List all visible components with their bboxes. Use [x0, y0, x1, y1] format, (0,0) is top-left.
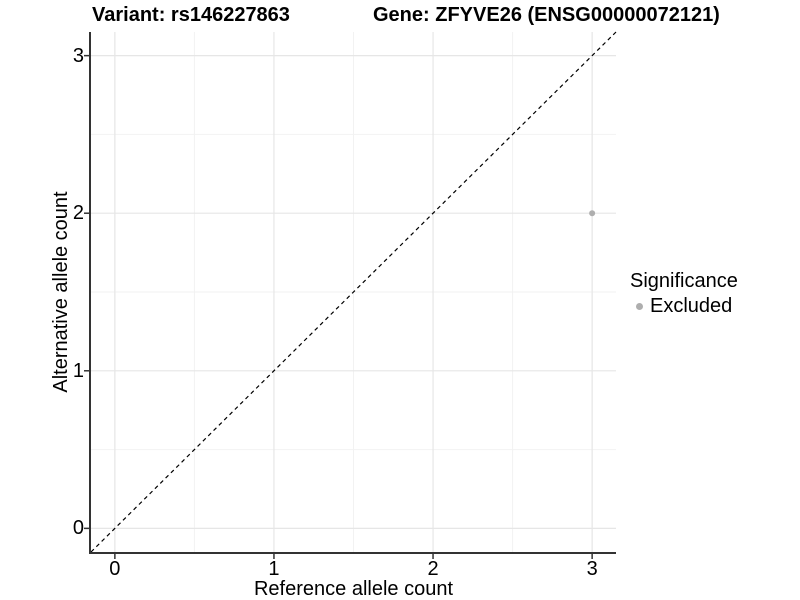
x-tick-label: 1	[268, 558, 280, 580]
x-axis-title: Reference allele count	[253, 578, 453, 600]
legend-point-icon	[636, 302, 643, 310]
x-tick-label: 0	[109, 558, 121, 580]
data-point	[589, 210, 596, 217]
legend-title: Significance	[630, 270, 738, 292]
x-tick-label: 3	[586, 558, 598, 580]
legend-entry-label: Excluded	[650, 295, 733, 317]
y-tick-label: 1	[72, 359, 84, 382]
legend-entry: Excluded	[630, 294, 738, 318]
identity-dashed-line	[90, 31, 617, 553]
y-tick-label: 3	[72, 44, 84, 67]
gene-title: Gene: ZFYVE26 (ENSG00000072121)	[373, 4, 720, 26]
variant-title: Variant: rs146227863	[92, 4, 290, 26]
legend-entries: Excluded	[630, 294, 738, 318]
x-tick-label: 2	[427, 558, 439, 580]
y-tick-label: 0	[72, 517, 84, 540]
y-tick-label: 2	[72, 202, 84, 225]
legend: Significance Excluded	[630, 268, 738, 318]
